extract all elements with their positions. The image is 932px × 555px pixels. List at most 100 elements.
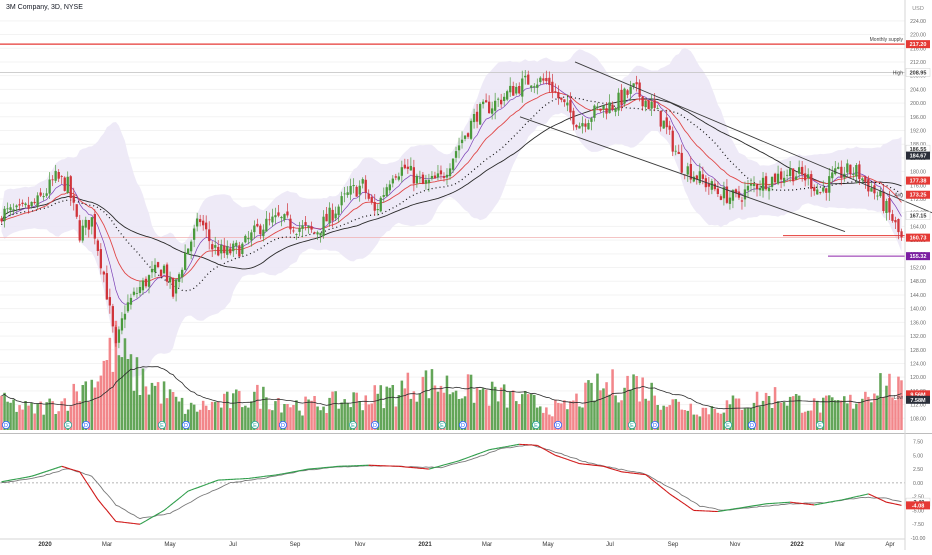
price-label: 173.25 — [910, 193, 927, 199]
candle-body — [666, 117, 668, 127]
macd-line-segment — [826, 502, 829, 503]
candle-body — [452, 159, 454, 170]
candle-body — [193, 229, 195, 240]
volume-bar — [389, 388, 392, 430]
candle-body — [79, 220, 81, 240]
macd-line-segment — [20, 478, 23, 479]
event-marker-label: E — [351, 423, 355, 429]
candle-body — [253, 226, 255, 233]
candle-body — [873, 185, 875, 193]
volume-bar — [897, 377, 900, 430]
macd-line-segment — [278, 474, 281, 475]
time-tick-label: Mar — [835, 542, 845, 548]
macd-line-segment — [480, 452, 483, 453]
volume-bar — [220, 408, 223, 430]
candle-body — [464, 136, 466, 139]
candle-body — [611, 105, 613, 109]
volume-bar — [864, 392, 867, 430]
volume-bar — [322, 407, 325, 430]
candle-body — [410, 166, 412, 171]
volume-bar — [118, 355, 121, 430]
volume-bar — [759, 406, 762, 430]
volume-bar — [307, 400, 310, 431]
candle-body — [18, 204, 20, 205]
macd-line-segment — [896, 504, 899, 505]
candle-body — [651, 102, 653, 109]
candle-body — [277, 212, 279, 215]
macd-line-segment — [555, 455, 558, 456]
candle-body — [24, 204, 26, 206]
candle-body — [283, 214, 285, 220]
macd-line-segment — [868, 494, 871, 495]
volume-bar — [876, 396, 879, 430]
candle-body — [422, 175, 424, 184]
macd-line-segment — [38, 473, 41, 474]
volume-bar — [60, 401, 63, 430]
volume-bar — [202, 401, 205, 430]
macd-line-segment — [107, 510, 110, 514]
volume-bar — [395, 407, 398, 431]
macd-line-segment — [667, 492, 670, 494]
candle-body — [461, 140, 463, 143]
volume-bar — [732, 396, 735, 431]
volume-bar — [828, 395, 831, 430]
volume-bar — [662, 406, 665, 430]
macd-line-segment — [104, 507, 107, 511]
macd-line-segment — [284, 473, 287, 474]
volume-bar — [274, 401, 277, 430]
candle-body — [304, 222, 306, 225]
volume-bar — [804, 412, 807, 430]
macd-line-segment — [730, 509, 733, 510]
candle-body — [753, 184, 755, 186]
macd-line-segment — [56, 467, 59, 468]
price-label: 155.32 — [910, 254, 927, 260]
volume-bar — [846, 403, 849, 430]
volume-bar — [626, 376, 629, 430]
candle-body — [398, 176, 400, 179]
volume-bar — [744, 409, 747, 431]
macd-line-segment — [474, 454, 477, 455]
volume-bar — [623, 388, 626, 430]
macd-line-segment — [164, 508, 167, 510]
volume-bar — [259, 409, 262, 430]
volume-bar — [780, 403, 783, 430]
macd-signal-line — [2, 445, 902, 519]
macd-line-segment — [739, 508, 742, 509]
volume-bar — [205, 406, 208, 430]
high-annotation: High — [893, 70, 904, 76]
time-tick-label: Sep — [290, 542, 301, 548]
candle-body — [840, 167, 842, 178]
time-tick-label: 2021 — [418, 542, 432, 548]
candle-body — [617, 93, 619, 111]
volume-bar — [608, 395, 611, 430]
volume-bar — [428, 398, 431, 430]
volume-bar — [711, 406, 714, 430]
candle-body — [476, 112, 478, 122]
macd-line-segment — [760, 504, 763, 505]
candle-body — [864, 177, 866, 182]
volume-bar — [593, 401, 596, 431]
macd-line-segment — [297, 471, 300, 472]
candle-body — [190, 242, 192, 252]
macd-line-segment — [456, 461, 459, 462]
candle-body — [882, 191, 884, 211]
macd-line-segment — [444, 464, 447, 465]
volume-bar — [410, 399, 413, 430]
price-tick-label: 120.00 — [910, 375, 926, 381]
macd-line-segment — [212, 481, 215, 482]
macd-line-segment — [549, 452, 552, 454]
volume-bar — [247, 408, 250, 430]
candle-body — [31, 202, 33, 206]
candle-body — [67, 177, 69, 193]
volume-bar — [867, 397, 870, 430]
price-tick-label: 204.00 — [910, 87, 926, 93]
volume-bar — [404, 388, 407, 430]
macd-line-segment — [576, 463, 579, 464]
macd-line-segment — [438, 466, 441, 467]
volume-bar — [548, 415, 551, 430]
macd-line-segment — [616, 470, 619, 471]
event-marker-label: E — [160, 423, 164, 429]
volume-bar — [169, 389, 172, 430]
macd-line-segment — [483, 451, 486, 452]
